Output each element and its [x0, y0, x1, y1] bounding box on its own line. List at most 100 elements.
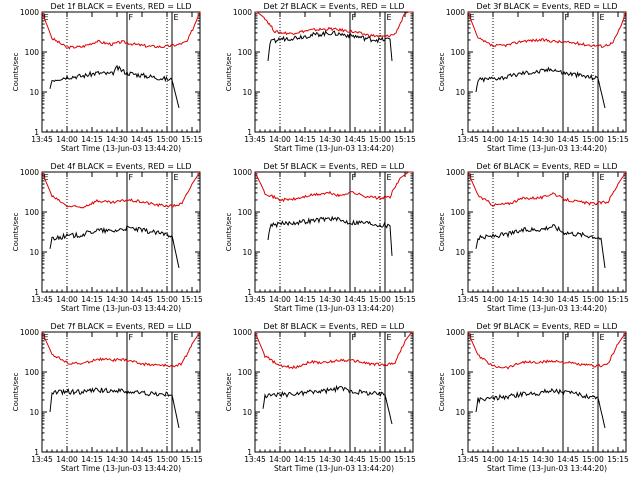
x-tick-label: 14:30: [106, 135, 128, 144]
plot-frame: [467, 171, 627, 293]
x-tick-label: 15:15: [394, 455, 416, 464]
x-tick-label: 15:00: [369, 135, 391, 144]
y-tick-label: 1000: [20, 8, 39, 17]
x-tick-label: 14:00: [56, 455, 78, 464]
y-tick-label: 1000: [20, 168, 39, 177]
events-series-line: [267, 215, 393, 256]
y-tick-label: 100: [238, 48, 253, 57]
plot-frame: [254, 11, 414, 133]
marker-label: F: [129, 13, 134, 22]
x-tick-label: 13:45: [244, 295, 266, 304]
marker-label: E: [174, 173, 179, 182]
x-axis-label: Start Time (13-Jun-03 13:44:20): [274, 304, 394, 313]
marker-label: E: [470, 13, 475, 22]
y-tick-label: 100: [451, 368, 466, 377]
marker-label: E: [600, 13, 605, 22]
plot-frame: [467, 11, 627, 133]
marker-label: F: [352, 13, 357, 22]
x-tick-label: 14:00: [482, 135, 504, 144]
panel-title: Det 4f BLACK = Events, RED = LLD: [50, 162, 191, 171]
marker-label: F: [129, 333, 134, 342]
x-tick-label: 14:15: [294, 455, 316, 464]
x-tick-label: 13:45: [31, 455, 53, 464]
x-tick-label: 15:15: [181, 295, 203, 304]
y-tick-label: 1: [34, 288, 39, 297]
x-tick-label: 14:30: [319, 455, 341, 464]
det-panel-3: Det 3f BLACK = Events, RED = LLD 1 10 100 10…: [438, 2, 629, 153]
panel-title: Det 9f BLACK = Events, RED = LLD: [476, 322, 617, 331]
events-series-line: [475, 224, 606, 268]
lld-series-line: [254, 331, 413, 370]
x-tick-label: 14:15: [294, 295, 316, 304]
x-tick-label: 14:00: [482, 295, 504, 304]
y-tick-label: 1: [34, 448, 39, 457]
x-tick-label: 14:30: [106, 295, 128, 304]
x-tick-label: 14:45: [344, 135, 366, 144]
y-axis-label: Counts/sec: [12, 373, 20, 412]
x-tick-label: 14:45: [131, 135, 153, 144]
x-tick-label: 14:30: [532, 295, 554, 304]
x-tick-label: 15:15: [607, 295, 629, 304]
events-series-line: [475, 66, 606, 109]
x-tick-label: 14:45: [557, 455, 579, 464]
panel-title: Det 6f BLACK = Events, RED = LLD: [476, 162, 617, 171]
y-tick-label: 1000: [446, 328, 465, 337]
y-tick-label: 1: [247, 288, 252, 297]
events-series-line: [267, 30, 393, 61]
panel-title: Det 7f BLACK = Events, RED = LLD: [50, 322, 191, 331]
y-tick-label: 10: [455, 248, 465, 257]
x-tick-label: 14:45: [557, 135, 579, 144]
x-tick-label: 14:00: [56, 295, 78, 304]
x-tick-label: 13:45: [244, 135, 266, 144]
x-tick-label: 14:15: [507, 135, 529, 144]
x-axis-label: Start Time (13-Jun-03 13:44:20): [274, 144, 394, 153]
x-tick-label: 14:15: [507, 455, 529, 464]
x-tick-label: 15:00: [582, 455, 604, 464]
x-tick-label: 14:15: [81, 135, 103, 144]
x-axis-label: Start Time (13-Jun-03 13:44:20): [61, 304, 181, 313]
y-tick-label: 10: [242, 88, 252, 97]
panel-title: Det 3f BLACK = Events, RED = LLD: [476, 2, 617, 11]
det-panel-8: Det 8f BLACK = Events, RED = LLD 1 10 100 10…: [225, 322, 416, 473]
events-series-line: [49, 64, 180, 109]
plot-frame: [254, 331, 414, 453]
lld-series-line: [467, 11, 627, 48]
x-tick-label: 15:00: [582, 135, 604, 144]
x-tick-label: 13:45: [244, 455, 266, 464]
y-axis-label: Counts/sec: [12, 213, 20, 252]
x-tick-label: 14:45: [344, 295, 366, 304]
events-series-line: [262, 384, 393, 425]
x-tick-label: 14:30: [532, 455, 554, 464]
plot-frame: [41, 331, 201, 453]
events-series-line: [49, 387, 180, 429]
plot-frame: [254, 171, 414, 293]
y-tick-label: 1000: [446, 8, 465, 17]
x-tick-label: 15:00: [156, 455, 178, 464]
marker-label: F: [565, 173, 570, 182]
y-tick-label: 1000: [233, 8, 252, 17]
x-tick-label: 13:45: [457, 135, 479, 144]
y-tick-label: 10: [455, 408, 465, 417]
x-tick-label: 14:00: [269, 135, 291, 144]
x-tick-label: 14:15: [81, 295, 103, 304]
x-tick-label: 14:15: [81, 455, 103, 464]
plot-frame: [467, 331, 627, 453]
y-tick-label: 1000: [233, 328, 252, 337]
x-tick-label: 15:00: [156, 135, 178, 144]
y-tick-label: 100: [451, 208, 466, 217]
events-series-line: [49, 224, 180, 269]
x-axis-label: Start Time (13-Jun-03 13:44:20): [487, 144, 607, 153]
det-panel-6: Det 6f BLACK = Events, RED = LLD 1 10 100 10…: [438, 162, 629, 313]
x-tick-label: 15:15: [607, 135, 629, 144]
x-tick-label: 15:00: [582, 295, 604, 304]
y-tick-label: 100: [25, 48, 40, 57]
x-tick-label: 14:00: [269, 295, 291, 304]
x-tick-label: 14:00: [269, 455, 291, 464]
x-axis-label: Start Time (13-Jun-03 13:44:20): [61, 144, 181, 153]
lld-series-line: [255, 11, 413, 38]
marker-label: F: [565, 13, 570, 22]
y-axis-label: Counts/sec: [438, 373, 446, 412]
det-panel-4: Det 4f BLACK = Events, RED = LLD 1 10 100 10…: [12, 162, 203, 313]
y-tick-label: 100: [238, 368, 253, 377]
x-axis-label: Start Time (13-Jun-03 13:44:20): [61, 464, 181, 473]
